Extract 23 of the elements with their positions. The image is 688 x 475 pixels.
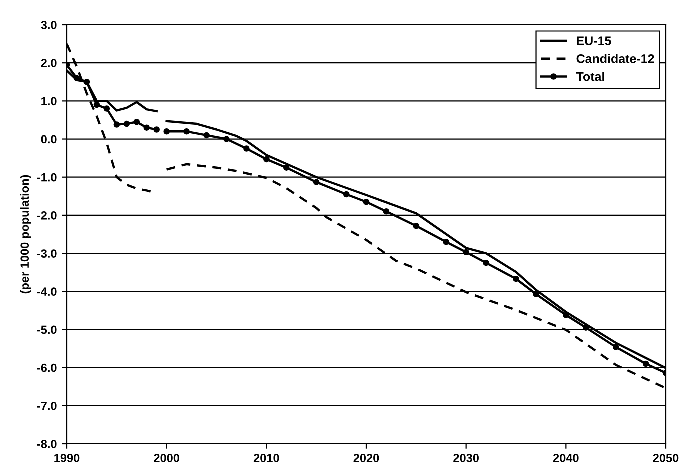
x-tick-label: 2050 <box>653 454 679 462</box>
y-tick-label: -2.0 <box>37 211 57 220</box>
x-tick-label: 1990 <box>54 454 80 462</box>
x-tick-label: 2030 <box>454 454 479 462</box>
y-tick-label: 0.0 <box>41 135 57 144</box>
y-tick-label: -5.0 <box>37 326 57 334</box>
y-tick-label: 2.0 <box>41 59 57 68</box>
legend-label: Total <box>576 72 604 82</box>
x-tick-label: 2040 <box>553 454 579 462</box>
y-tick-label: 3.0 <box>41 21 57 30</box>
y-tick-label: -7.0 <box>37 402 57 410</box>
x-tick-label: 2000 <box>154 454 180 462</box>
y-tick-label: -4.0 <box>37 288 57 296</box>
y-tick-label: -1.0 <box>37 173 57 182</box>
y-tick-label: -6.0 <box>37 364 57 372</box>
y-axis-title: (per 1000 population) <box>20 175 32 294</box>
legend-label: EU-15 <box>577 36 612 46</box>
y-tick-label: -3.0 <box>37 250 57 258</box>
x-tick-label: 2020 <box>354 454 380 462</box>
y-tick-label: 1.0 <box>42 97 57 106</box>
x-tick-label: 2010 <box>254 454 280 462</box>
legend-label: Candidate-12 <box>576 54 654 64</box>
y-tick-label: -8.0 <box>37 440 57 448</box>
